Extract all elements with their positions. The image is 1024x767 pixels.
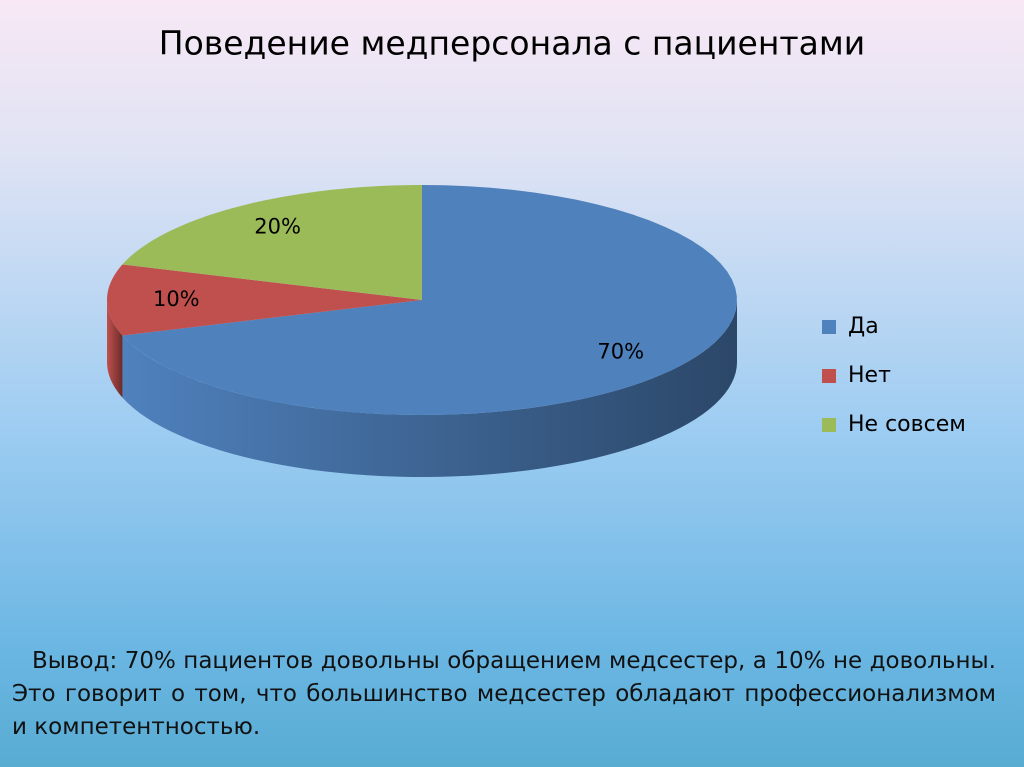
slice [122, 185, 422, 300]
data-label: 70% [597, 340, 644, 364]
legend-label: Не совсем [848, 412, 966, 437]
legend-swatch [822, 369, 836, 383]
data-label: 10% [153, 287, 200, 311]
chart: Поведение медперсонала с пациентами 70% 1… [107, 24, 966, 477]
conclusion: Вывод: 70% пациентов довольны обращением… [12, 648, 996, 740]
slice-side-shade [122, 300, 738, 477]
slice [107, 264, 422, 336]
slice [122, 185, 737, 415]
data-label: 20% [254, 214, 301, 238]
legend-swatch [822, 320, 836, 334]
slice-side-shade [107, 300, 123, 398]
legend-swatch [822, 418, 836, 432]
legend-label: Нет [848, 363, 891, 388]
legend-label: Да [848, 314, 879, 339]
chart-title: Поведение медперсонала с пациентами [159, 24, 865, 63]
